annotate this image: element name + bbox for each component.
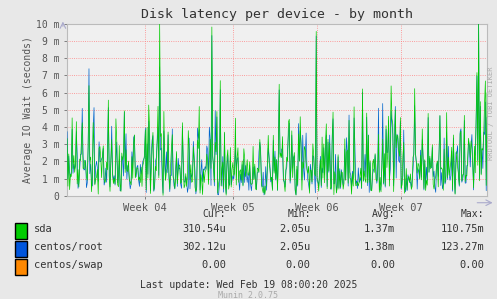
Text: 1.37m: 1.37m: [364, 224, 395, 234]
Text: 2.05u: 2.05u: [279, 242, 311, 252]
Text: sda: sda: [34, 224, 53, 234]
Text: Cur:: Cur:: [203, 209, 226, 219]
Text: 0.00: 0.00: [286, 260, 311, 270]
Text: 1.38m: 1.38m: [364, 242, 395, 252]
Text: 0.00: 0.00: [201, 260, 226, 270]
Text: centos/swap: centos/swap: [34, 260, 102, 270]
Text: Min:: Min:: [287, 209, 311, 219]
Text: 302.12u: 302.12u: [182, 242, 226, 252]
Text: 0.00: 0.00: [460, 260, 485, 270]
Text: 0.00: 0.00: [370, 260, 395, 270]
Text: 123.27m: 123.27m: [441, 242, 485, 252]
Text: Munin 2.0.75: Munin 2.0.75: [219, 291, 278, 299]
Text: RRDTOOL / TOBI OETIKER: RRDTOOL / TOBI OETIKER: [488, 67, 494, 160]
Text: centos/root: centos/root: [34, 242, 102, 252]
Text: 110.75m: 110.75m: [441, 224, 485, 234]
Text: Avg:: Avg:: [372, 209, 395, 219]
Text: Last update: Wed Feb 19 08:00:20 2025: Last update: Wed Feb 19 08:00:20 2025: [140, 280, 357, 290]
Y-axis label: Average IO Wait (seconds): Average IO Wait (seconds): [23, 36, 33, 183]
Text: Max:: Max:: [461, 209, 485, 219]
Text: 310.54u: 310.54u: [182, 224, 226, 234]
Text: 2.05u: 2.05u: [279, 224, 311, 234]
Title: Disk latency per device - by month: Disk latency per device - by month: [141, 8, 413, 21]
